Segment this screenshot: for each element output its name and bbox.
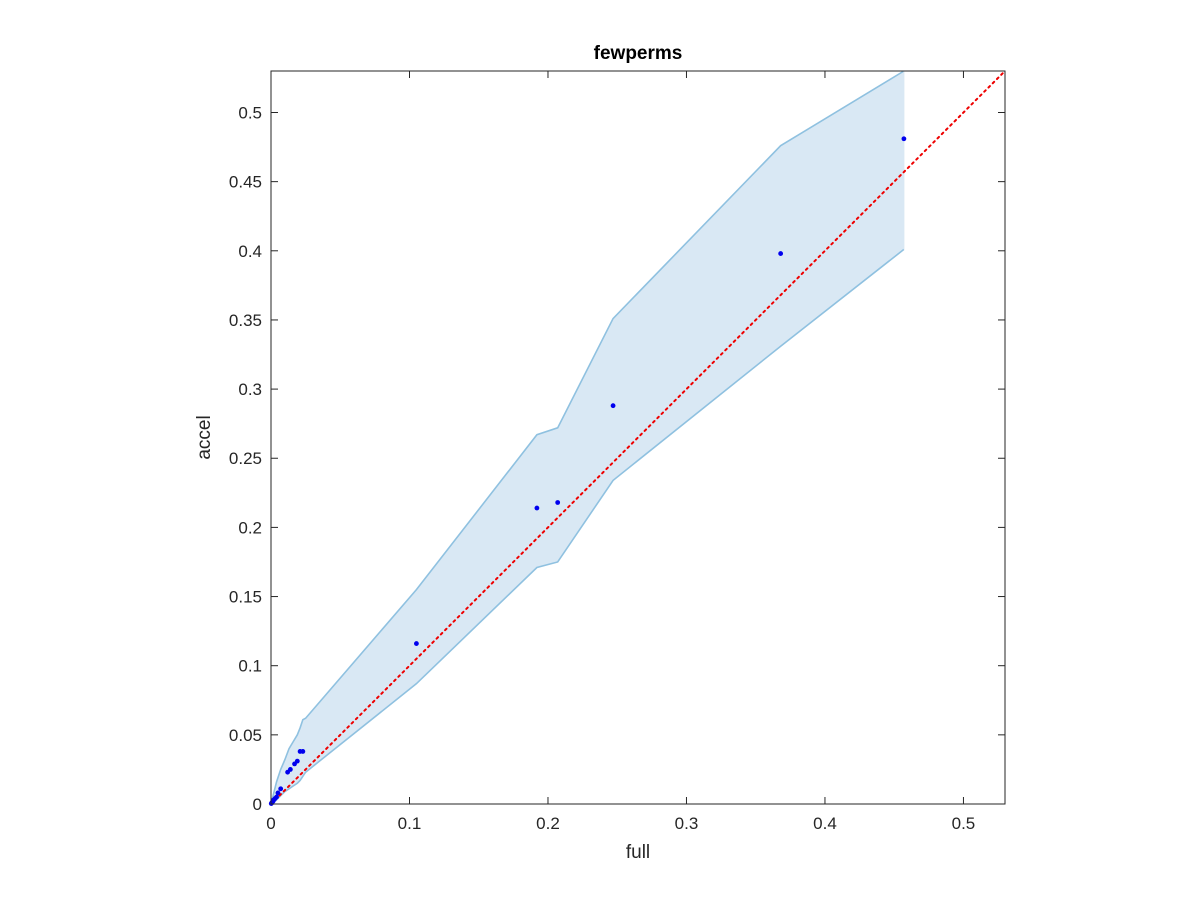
y-tick-label: 0.35 — [229, 311, 262, 330]
confidence-band-upper-edge — [270, 70, 905, 805]
x-tick-label: 0.5 — [952, 814, 976, 833]
data-point — [287, 767, 293, 772]
y-tick-label: 0.3 — [238, 380, 262, 399]
y-tick-label: 0.05 — [229, 726, 262, 745]
data-point — [610, 403, 616, 409]
data-point — [778, 251, 784, 256]
x-tick-label: 0.4 — [813, 814, 837, 833]
x-tick-label: 0.2 — [536, 814, 560, 833]
confidence-band-lower-edge — [270, 248, 905, 805]
x-axis-ticks: 0 0.1 0.2 0.3 0.4 0.5 — [266, 71, 975, 833]
data-point — [274, 794, 279, 800]
plot-area-frame — [270, 70, 1006, 805]
data-point — [275, 790, 281, 796]
confidence-band-layer — [270, 70, 905, 805]
y-tick-label: 0.45 — [229, 173, 262, 192]
data-point — [414, 641, 419, 646]
data-point — [534, 505, 540, 511]
y-tick-label: 0.5 — [238, 103, 262, 122]
x-tick-label: 0 — [266, 814, 275, 833]
data-point — [278, 786, 284, 792]
reference-line — [270, 70, 1006, 805]
y-tick-label: 0.15 — [229, 588, 262, 607]
x-tick-label: 0.1 — [398, 814, 422, 833]
data-point — [294, 758, 300, 764]
data-point — [300, 749, 306, 754]
x-axis-label: full — [626, 842, 650, 863]
y-tick-label: 0.2 — [238, 518, 262, 537]
y-tick-label: 0.4 — [238, 242, 262, 261]
confidence-band-fill — [271, 71, 904, 804]
reference-line-layer — [270, 70, 1006, 805]
data-point — [901, 136, 907, 142]
y-tick-label: 0.1 — [238, 657, 262, 676]
y-axis-ticks: 0 0.05 0.1 0.15 0.2 0.25 0.3 0.35 0.4 0.45 0.5 — [229, 103, 1005, 814]
x-tick-label: 0.3 — [675, 814, 699, 833]
data-points-layer — [268, 136, 907, 806]
data-point — [555, 500, 561, 505]
y-tick-label: 0 — [253, 795, 262, 814]
y-tick-label: 0.25 — [229, 449, 262, 468]
chart-title: fewperms — [594, 43, 683, 64]
y-axis-label: accel — [194, 415, 215, 459]
